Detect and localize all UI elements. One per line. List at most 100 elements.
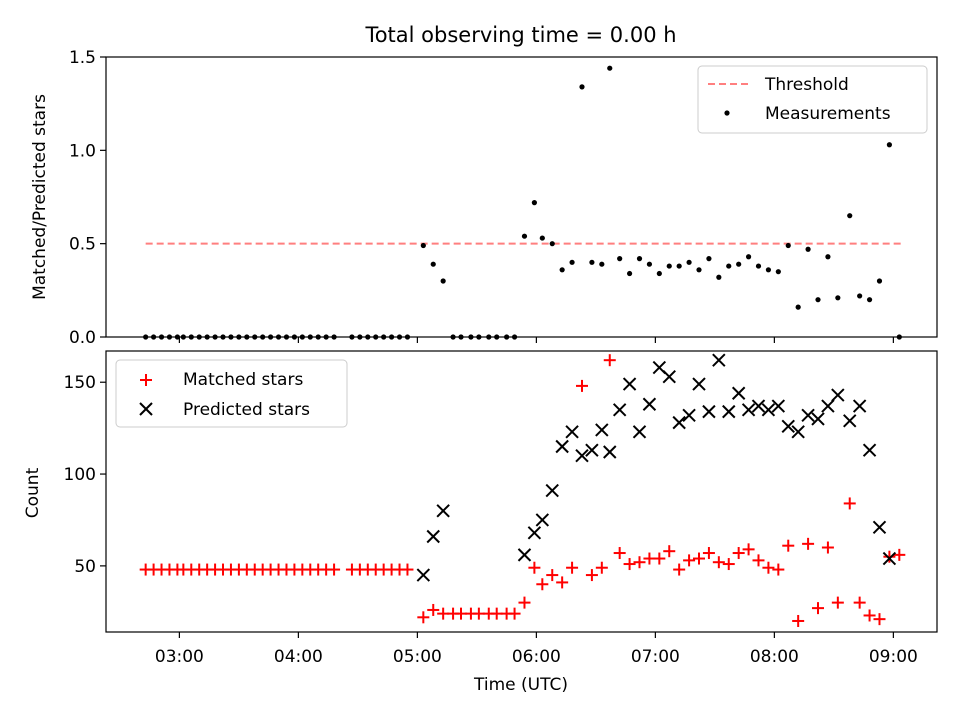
matched-legend-label: Matched stars: [183, 370, 303, 390]
measurement-point: [815, 297, 821, 303]
predicted-star-point: [801, 408, 815, 422]
matched-star-point: [417, 611, 430, 624]
matched-star-point: [772, 563, 785, 576]
predicted-star-point: [862, 443, 877, 457]
measurement-point: [825, 254, 831, 260]
measurement-point: [589, 259, 595, 265]
matched-star-point: [328, 563, 341, 576]
measurement-point: [775, 269, 781, 275]
matched-star-point: [653, 552, 666, 565]
matched-star-point: [812, 602, 825, 615]
measurement-point: [626, 270, 633, 277]
measurement-point: [617, 256, 623, 262]
predicted-legend-label: Predicted stars: [183, 400, 310, 420]
predicted-star-point: [771, 399, 786, 413]
predicted-star-point: [565, 425, 579, 439]
predicted-star-point: [882, 551, 897, 566]
measurement-point: [857, 293, 863, 299]
predicted-stars-points: [416, 353, 897, 582]
predicted-star-point: [575, 448, 589, 463]
predicted-star-point: [731, 386, 746, 400]
matched-star-point: [585, 569, 598, 582]
measurement-point: [656, 270, 662, 277]
measurement-point: [765, 267, 772, 273]
predicted-star-point: [712, 353, 726, 367]
measurement-point: [430, 261, 436, 267]
measurement-point: [795, 304, 801, 310]
x-tick-label: 03:00: [155, 647, 204, 667]
predicted-star-point: [872, 520, 887, 535]
matched-star-point: [401, 563, 414, 576]
matched-star-point: [762, 561, 775, 574]
matched-star-point: [732, 547, 745, 560]
matched-star-point: [518, 596, 531, 609]
measurement-point: [755, 263, 762, 269]
measurement-points: [143, 65, 902, 340]
matched-star-point: [802, 537, 815, 550]
measurements-legend-label: Measurements: [765, 104, 891, 124]
x-axis-label: Time (UTC): [473, 675, 568, 695]
predicted-star-point: [632, 425, 647, 439]
predicted-star-point: [821, 399, 835, 413]
predicted-star-point: [555, 439, 569, 454]
matched-star-point: [427, 603, 440, 616]
matched-star-point: [528, 561, 541, 574]
predicted-star-point: [642, 397, 657, 411]
predicted-star-point: [811, 412, 825, 426]
matched-star-point: [536, 578, 549, 591]
matched-star-point: [712, 556, 725, 569]
measurement-point: [736, 261, 742, 267]
measurement-point: [636, 256, 643, 262]
measurement-point: [420, 242, 426, 249]
ratio-axis-ticks: 0.0 0.5 1.0 1.5: [69, 48, 894, 348]
matched-star-point: [595, 561, 608, 574]
count-y-tick-label: 100: [64, 465, 96, 485]
predicted-star-point: [585, 443, 599, 457]
predicted-star-point: [751, 399, 766, 413]
predicted-legend-swatch: [139, 402, 153, 416]
matched-star-point: [883, 550, 896, 563]
matched-legend-swatch: [140, 374, 152, 386]
predicted-star-point: [831, 388, 845, 402]
measurement-point: [599, 261, 605, 267]
predicted-star-point: [416, 568, 431, 582]
predicted-star-point: [741, 403, 756, 417]
matched-star-point: [752, 554, 765, 567]
measurement-point: [531, 200, 537, 206]
matched-star-point: [702, 547, 715, 560]
measurement-point: [646, 261, 653, 267]
predicted-star-point: [682, 408, 696, 422]
measurement-point: [549, 241, 555, 247]
predicted-star-point: [781, 419, 795, 434]
matched-star-point: [508, 607, 521, 620]
predicted-star-point: [722, 404, 736, 419]
matched-star-point: [663, 545, 676, 558]
matched-star-point: [893, 548, 906, 561]
matched-star-point: [683, 554, 696, 567]
matched-star-point: [603, 354, 616, 367]
measurement-point: [440, 278, 446, 284]
measurement-point: [785, 242, 791, 249]
x-tick-label: 09:00: [869, 647, 918, 667]
ratio-legend: Threshold Measurements: [697, 65, 928, 134]
ratio-legend-box: [697, 65, 928, 134]
measurement-point: [539, 235, 545, 241]
x-tick-label: 07:00: [631, 647, 680, 667]
matched-star-point: [843, 497, 856, 510]
count-axis-ticks: 50 100 150 03:00 04:00 05:00 06:00 07:00 08:00 09…: [64, 373, 918, 667]
measurement-point: [559, 267, 565, 273]
measurement-point: [706, 256, 712, 262]
ratio-y-tick-label: 0.5: [69, 235, 96, 255]
matched-star-point: [853, 596, 866, 609]
matched-star-point: [792, 614, 805, 627]
matched-star-point: [623, 558, 636, 571]
matched-star-point: [722, 558, 735, 571]
measurement-point: [666, 263, 672, 269]
x-tick-label: 06:00: [512, 647, 561, 667]
predicted-star-point: [436, 504, 450, 518]
predicted-star-point: [702, 404, 716, 419]
matched-star-point: [742, 543, 755, 556]
measurement-point: [726, 263, 732, 269]
count-legend-box: [115, 359, 348, 428]
measurement-point: [835, 295, 841, 301]
